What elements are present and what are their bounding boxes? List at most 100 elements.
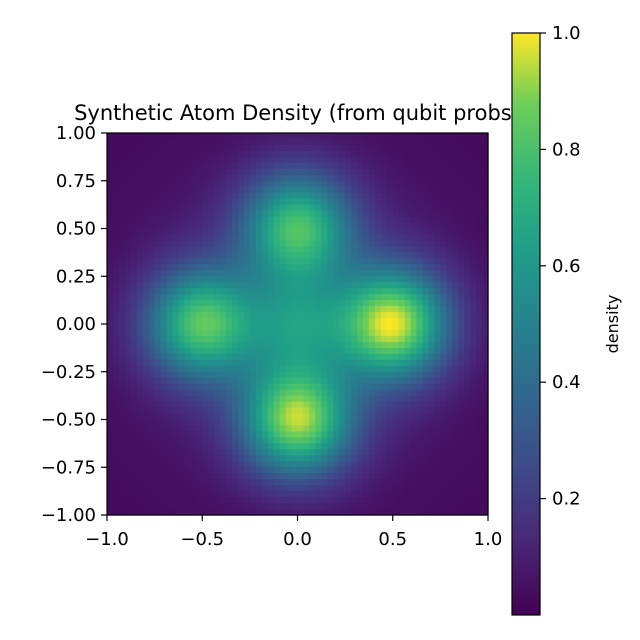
heatmap-cell [398, 234, 406, 242]
heatmap-cell [309, 198, 316, 206]
heatmap-cell [243, 306, 251, 313]
heatmap-cell [476, 282, 483, 289]
heatmap-cell [434, 300, 441, 307]
heatmap-cell [362, 312, 370, 319]
heatmap-cell [422, 198, 430, 206]
heatmap-cell [196, 282, 203, 289]
heatmap-cell [327, 347, 334, 355]
heatmap-cell [255, 347, 263, 355]
heatmap-cell [380, 329, 388, 337]
heatmap-cell [202, 437, 209, 444]
heatmap-cell [142, 419, 150, 427]
heatmap-cell [345, 401, 352, 409]
heatmap-cell [279, 473, 287, 480]
heatmap-cell [267, 503, 275, 510]
heatmap-cell [410, 306, 418, 313]
heatmap-cell [351, 377, 358, 385]
heatmap-cell [160, 383, 168, 391]
heatmap-cell [142, 401, 150, 409]
heatmap-cell [362, 180, 370, 188]
heatmap-cell [148, 288, 156, 295]
heatmap-cell [136, 461, 144, 468]
heatmap-cell [107, 264, 114, 271]
heatmap-cell [124, 335, 132, 343]
heatmap-cell [327, 431, 334, 439]
y-tick-label: 0.50 [56, 219, 96, 240]
heatmap-cell [297, 216, 305, 224]
heatmap-cell [142, 168, 150, 176]
heatmap-cell [482, 359, 489, 367]
heatmap-cell [392, 282, 400, 289]
heatmap-cell [166, 228, 174, 236]
heatmap-cell [452, 264, 459, 271]
y-tick-label: 0.00 [56, 314, 96, 335]
heatmap-cell [297, 210, 305, 218]
heatmap-cell [166, 425, 174, 433]
heatmap-cell [368, 300, 376, 307]
heatmap-cell [386, 455, 394, 462]
heatmap-cell [249, 485, 257, 492]
heatmap-cell [285, 162, 293, 170]
heatmap-cell [422, 306, 430, 313]
heatmap-cell [482, 234, 489, 242]
heatmap-cell [339, 503, 346, 510]
heatmap-cell [202, 133, 209, 140]
heatmap-cell [237, 377, 245, 385]
heatmap-cell [368, 461, 376, 468]
heatmap-cell [368, 234, 376, 242]
heatmap-cell [136, 222, 144, 230]
heatmap-cell [327, 186, 334, 194]
heatmap-cell [214, 252, 221, 259]
heatmap-cell [470, 270, 477, 277]
heatmap-cell [255, 365, 263, 373]
heatmap-cell [315, 180, 322, 188]
heatmap-cell [178, 335, 185, 343]
heatmap-cell [362, 192, 370, 200]
heatmap-cell [464, 425, 471, 433]
heatmap-cell [273, 479, 281, 486]
heatmap-cell [255, 228, 263, 236]
heatmap-cell [261, 324, 269, 331]
heatmap-cell [178, 419, 185, 427]
heatmap-cell [148, 210, 156, 218]
heatmap-cell [261, 359, 269, 367]
heatmap-cell [380, 341, 388, 349]
heatmap-cell [154, 359, 162, 367]
heatmap-cell [249, 401, 257, 409]
heatmap-cell [410, 252, 418, 259]
heatmap-cell [214, 258, 221, 265]
heatmap-cell [208, 443, 215, 450]
heatmap-cell [357, 347, 364, 355]
heatmap-cell [118, 431, 126, 439]
heatmap-cell [214, 234, 221, 242]
heatmap-cell [392, 186, 400, 194]
heatmap-cell [315, 252, 322, 259]
heatmap-cell [261, 282, 269, 289]
heatmap-cell [327, 324, 334, 331]
heatmap-cell [196, 162, 203, 170]
heatmap-cell [172, 204, 180, 212]
heatmap-cell [321, 491, 328, 498]
heatmap-cell [273, 383, 281, 391]
heatmap-cell [178, 503, 185, 510]
heatmap-cell [309, 401, 316, 409]
heatmap-cell [362, 443, 370, 450]
heatmap-cell [446, 461, 453, 468]
heatmap-cell [243, 282, 251, 289]
heatmap-cell [267, 491, 275, 498]
heatmap-cell [214, 509, 221, 516]
heatmap-cell [160, 150, 168, 158]
heatmap-cell [416, 210, 424, 218]
heatmap-cell [458, 300, 465, 307]
heatmap-cell [440, 222, 447, 230]
heatmap-cell [226, 324, 233, 331]
heatmap-cell [154, 449, 162, 456]
heatmap-cell [303, 156, 310, 164]
heatmap-cell [237, 443, 245, 450]
heatmap-cell [428, 234, 436, 242]
heatmap-cell [392, 431, 400, 439]
heatmap-cell [261, 485, 269, 492]
heatmap-cell [172, 509, 180, 516]
heatmap-cell [392, 491, 400, 498]
heatmap-cell [368, 395, 376, 403]
